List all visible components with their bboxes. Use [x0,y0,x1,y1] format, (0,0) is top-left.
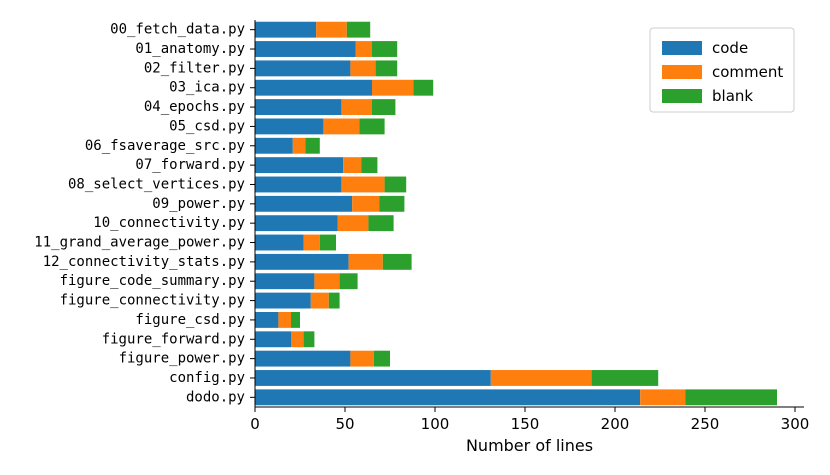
y-tick-label: dodo.py [186,389,245,405]
bar-code-17 [255,350,351,367]
bar-code-7 [255,157,344,174]
y-tick-label: 04_epochs.py [144,99,245,115]
y-tick-label: 06_fsaverage_src.py [85,138,245,154]
legend-swatch-blank [662,89,702,103]
bar-blank-0 [346,21,371,38]
bar-code-19 [255,389,641,406]
y-tick-label: 00_fetch_data.py [110,22,245,38]
y-tick-label: 10_connectivity.py [93,215,245,231]
x-tick-labels: 0 50 100 150 200 250 300 [250,407,809,433]
legend-swatch-comment [662,65,702,79]
x-tick-label: 50 [335,415,354,433]
bar-comment-10 [337,215,369,232]
bar-code-5 [255,118,324,135]
y-tick-label: 03_ica.py [169,80,245,96]
bar-blank-9 [379,195,405,212]
bar-code-11 [255,234,304,251]
bar-code-12 [255,253,349,270]
legend-label-blank: blank [712,87,753,105]
bar-code-15 [255,311,279,328]
bar-blank-2 [375,60,398,77]
bar-blank-19 [685,389,777,406]
bar-comment-11 [303,234,320,251]
y-tick-label: 01_anatomy.py [135,41,245,57]
bar-blank-4 [372,99,396,116]
bars-group [255,21,777,406]
bar-comment-1 [355,41,372,57]
bar-code-13 [255,273,315,290]
legend-label-comment: comment [712,63,783,81]
y-tick-labels: 00_fetch_data.py 01_anatomy.py 02_filter.p… [34,22,255,405]
bar-comment-2 [350,60,376,77]
y-tick-label: figure_power.py [119,351,245,367]
x-tick-label: 150 [511,415,540,433]
bar-blank-12 [382,253,412,270]
x-tick-label: 300 [781,415,810,433]
bar-comment-3 [372,79,414,96]
bar-comment-4 [341,99,372,116]
bar-blank-10 [368,215,394,232]
bar-blank-11 [319,234,336,251]
bar-code-10 [255,215,338,232]
bar-comment-12 [348,253,383,270]
legend-swatch-code [662,41,702,55]
bar-comment-5 [323,118,360,135]
y-tick-label: 08_select_vertices.py [68,176,245,192]
bar-code-4 [255,99,342,116]
x-tick-label: 200 [601,415,630,433]
bar-comment-16 [291,331,304,348]
bar-blank-17 [373,350,390,367]
y-tick-label: figure_forward.py [102,331,245,347]
bar-comment-19 [640,389,686,406]
x-axis-label: Number of lines [466,436,593,455]
y-tick-label: 05_csd.py [169,118,245,134]
bar-code-1 [255,41,356,57]
x-tick-label: 0 [250,415,260,433]
bar-code-9 [255,195,353,212]
bar-blank-8 [384,176,407,193]
bar-blank-18 [591,370,659,386]
bar-comment-6 [292,137,306,154]
bar-blank-13 [339,273,358,290]
y-tick-label: figure_code_summary.py [60,273,245,289]
bar-blank-6 [305,137,320,154]
bar-code-6 [255,137,293,154]
bar-comment-9 [352,195,380,212]
bar-blank-14 [328,292,340,309]
legend-label-code: code [712,39,748,57]
bar-comment-8 [341,176,385,193]
bar-code-16 [255,331,291,348]
bar-code-18 [255,370,491,386]
bar-blank-16 [303,331,315,348]
y-tick-label: 11_grand_average_power.py [34,235,245,251]
bar-code-8 [255,176,342,193]
bar-blank-3 [413,79,434,96]
bar-code-3 [255,79,372,96]
y-tick-label: figure_connectivity.py [60,293,245,309]
bar-code-14 [255,292,311,309]
bar-comment-15 [278,311,291,328]
bar-comment-7 [343,157,362,174]
bar-comment-13 [314,273,340,290]
y-tick-label: 07_forward.py [135,157,245,173]
bar-blank-15 [291,311,300,328]
x-tick-label: 100 [421,415,450,433]
bar-code-2 [255,60,351,77]
y-tick-label: 02_filter.py [144,60,245,76]
y-tick-label: 09_power.py [152,196,245,212]
bar-comment-0 [316,21,347,38]
bar-blank-1 [372,41,398,57]
legend: code comment blank [649,27,795,113]
bar-comment-18 [490,370,592,386]
bar-comment-17 [350,350,374,367]
y-tick-label: 12_connectivity_stats.py [43,254,245,270]
bar-comment-14 [310,292,329,309]
x-tick-label: 250 [691,415,720,433]
bar-blank-5 [359,118,385,135]
y-tick-label: figure_csd.py [135,312,245,328]
y-tick-label: config.py [169,370,245,386]
bar-blank-7 [361,157,378,174]
bar-code-0 [255,21,317,38]
